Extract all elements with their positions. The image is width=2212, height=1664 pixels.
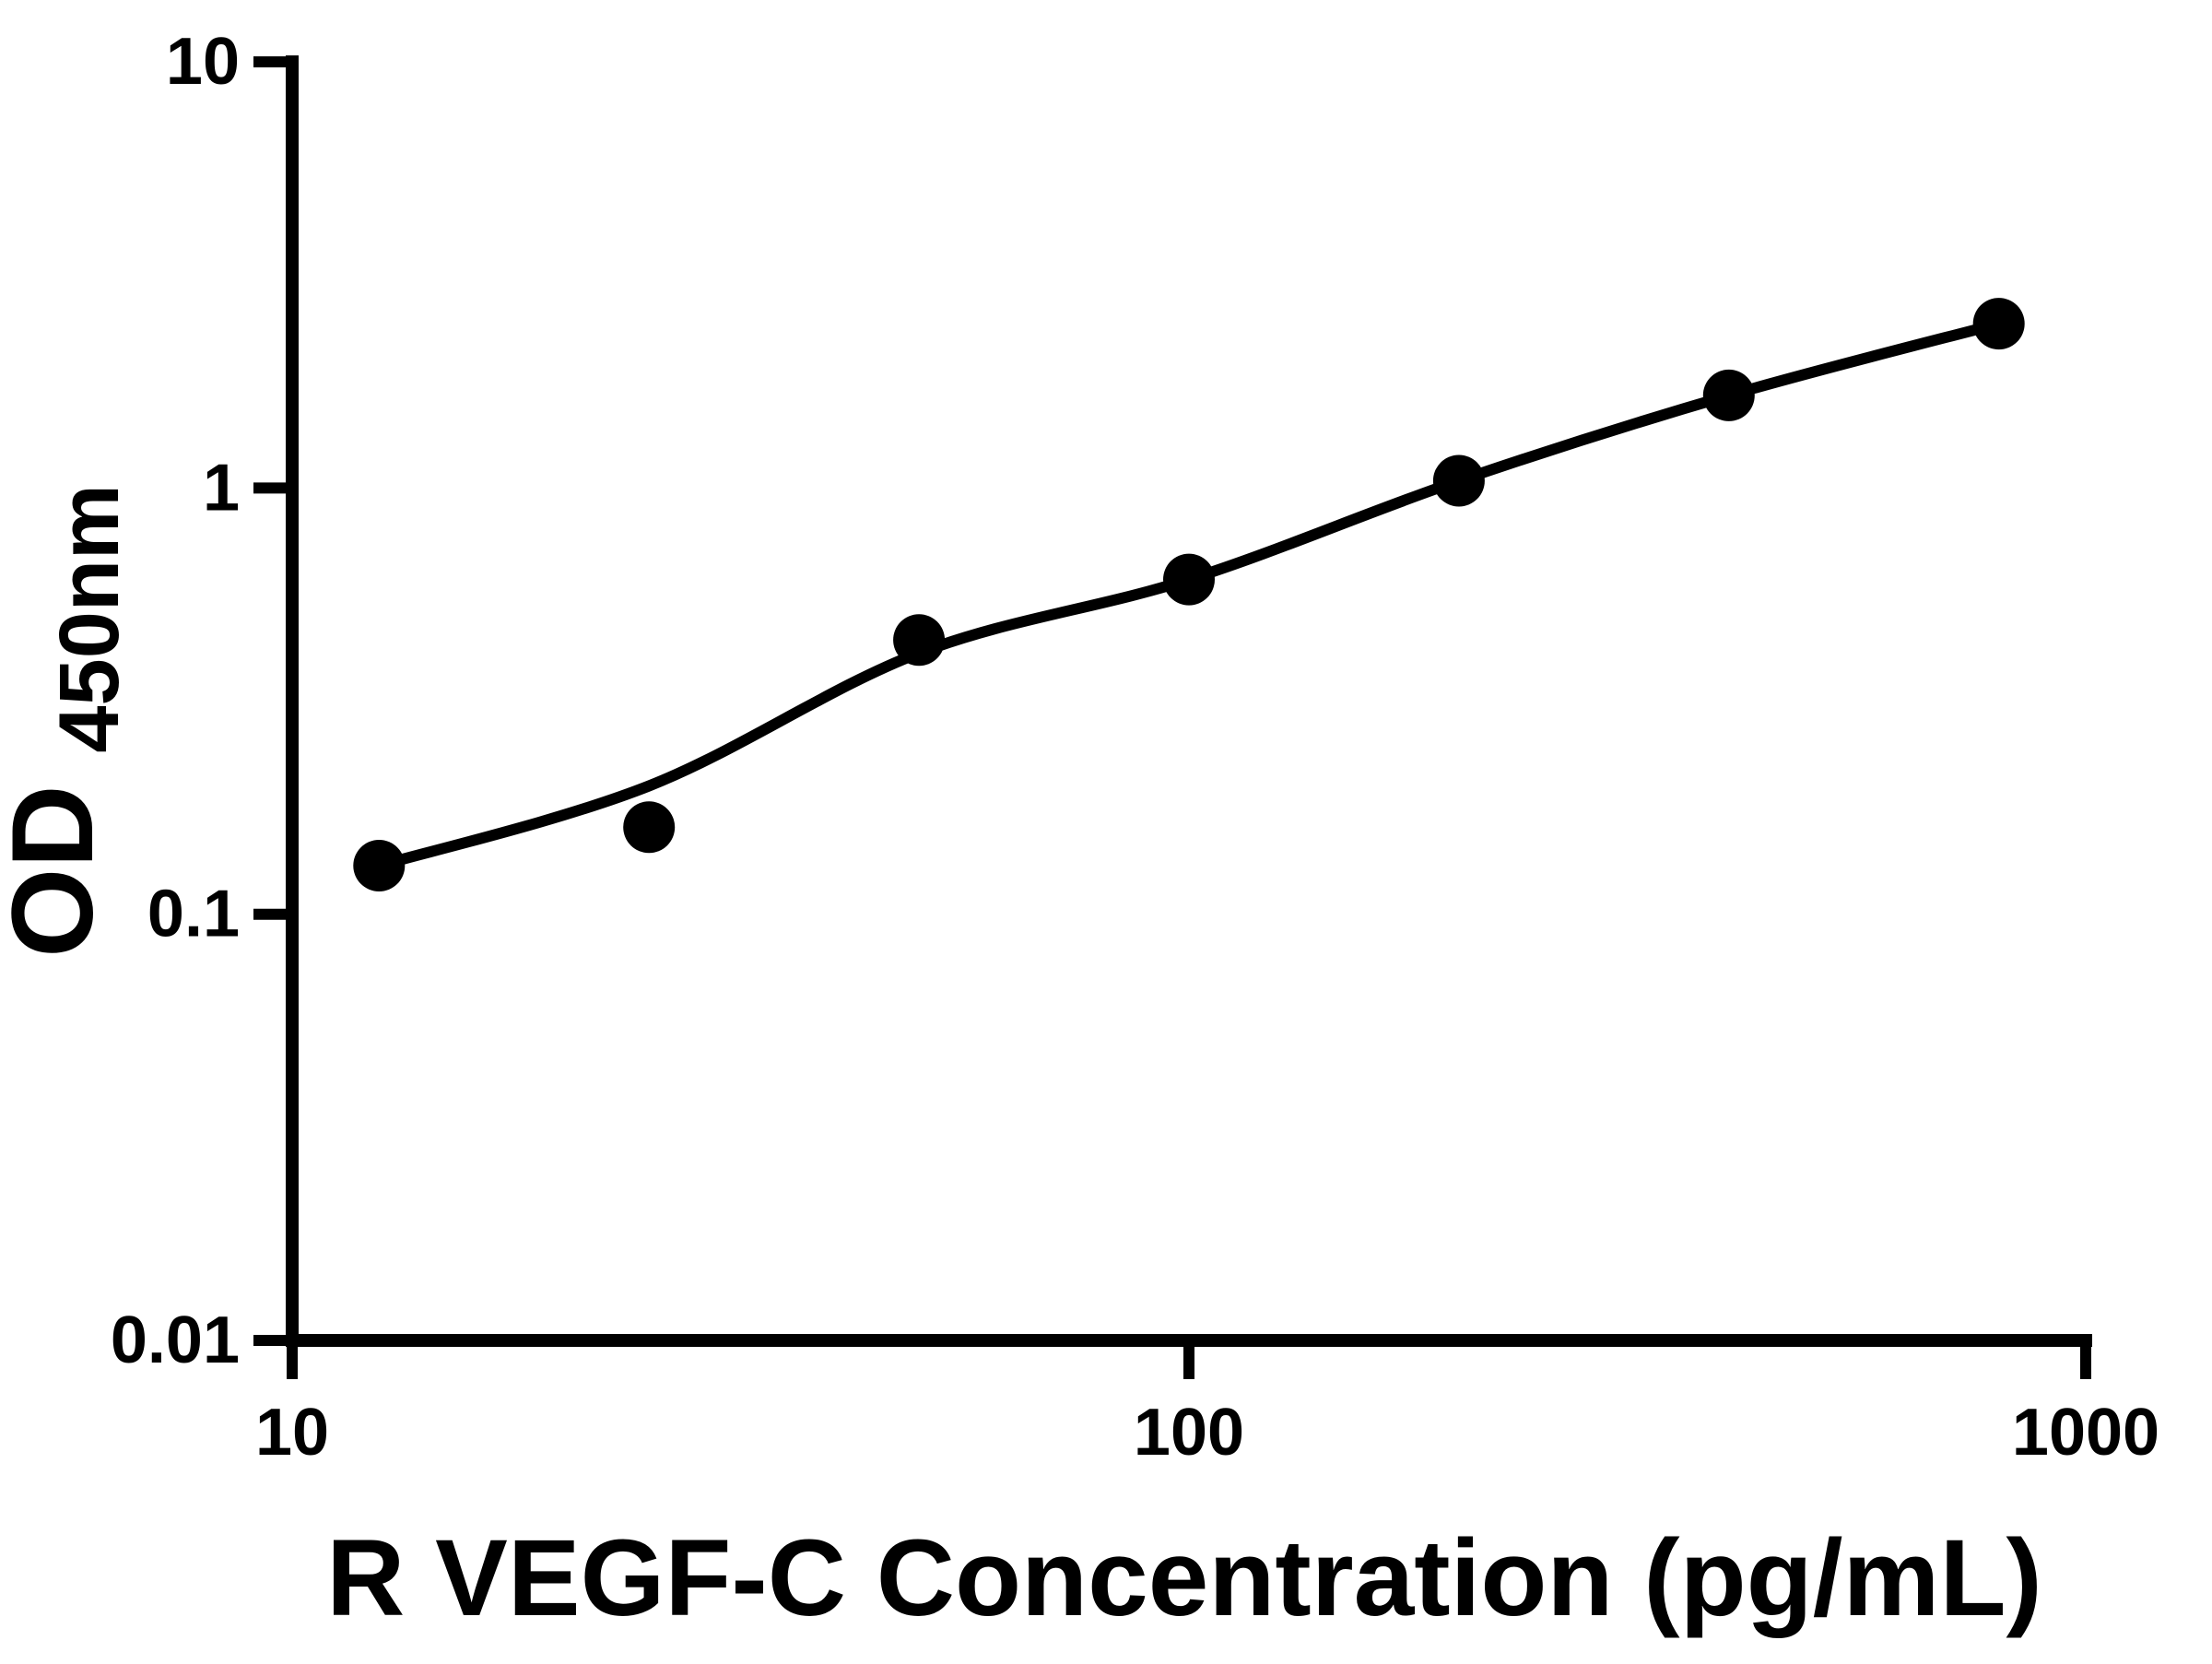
x-axis-title: R VEGF-C Concentration (pg/mL): [326, 1517, 2042, 1639]
data-point: [353, 840, 406, 891]
y-axis-title-main: OD: [0, 785, 117, 958]
y-tick-label: 1: [203, 451, 240, 525]
axis-tick-labels: 0.01 0.1 1 10 10 100 1000: [111, 25, 2159, 1469]
data-series: [353, 298, 2025, 891]
data-point: [623, 801, 676, 854]
x-tick-label: 100: [1134, 1396, 1244, 1469]
y-axis-title: OD 450nm: [0, 484, 136, 958]
y-axis-title-subscript: 450nm: [42, 484, 136, 753]
y-tick-label: 10: [166, 25, 240, 99]
data-point: [1702, 369, 1755, 421]
y-tick-label: 0.1: [147, 878, 240, 951]
y-tick-label: 0.01: [111, 1304, 240, 1377]
x-tick-label: 10: [255, 1396, 329, 1469]
data-point: [893, 614, 946, 667]
data-point: [1163, 553, 1215, 606]
x-tick-label: 1000: [2012, 1396, 2159, 1469]
axis-ticks: [253, 56, 2091, 1379]
axes: [286, 55, 2092, 1347]
data-point: [1432, 454, 1485, 507]
data-point: [1972, 298, 2025, 350]
